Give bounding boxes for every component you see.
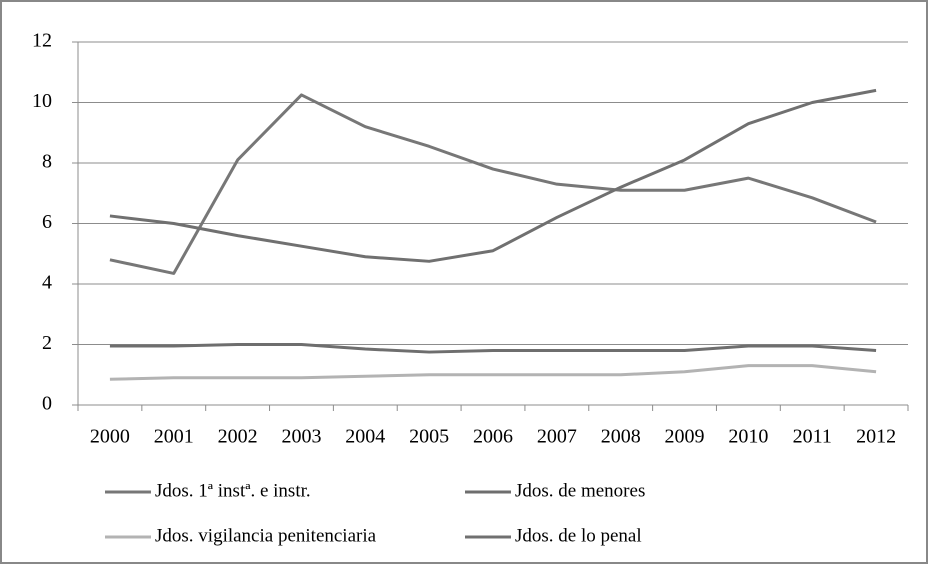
x-tick-label: 2008 — [601, 426, 641, 448]
y-tick-label: 0 — [42, 393, 52, 415]
legend-label: Jdos. vigilancia penitenciaria — [155, 525, 377, 546]
x-tick-label: 2000 — [90, 426, 130, 448]
x-tick-label: 2005 — [409, 426, 449, 448]
y-tick-label: 4 — [42, 272, 52, 294]
legend-label: Jdos. de menores — [515, 480, 645, 501]
series-line — [109, 343, 877, 354]
x-tick-label: 2011 — [793, 426, 832, 448]
series-line — [109, 364, 877, 381]
x-tick-label: 2001 — [154, 426, 194, 448]
x-tick-label: 2004 — [345, 426, 385, 448]
legend-label: Jdos. de lo penal — [515, 525, 642, 546]
y-tick-label: 10 — [32, 90, 52, 112]
x-tick-label: 2010 — [728, 426, 768, 448]
y-tick-label: 2 — [42, 332, 52, 354]
y-tick-label: 12 — [32, 30, 52, 52]
x-tick-label: 2009 — [665, 426, 705, 448]
series-line — [109, 88, 877, 263]
x-tick-label: 2012 — [856, 426, 896, 448]
y-tick-label: 8 — [42, 151, 52, 173]
y-tick-label: 6 — [42, 211, 52, 233]
x-tick-label: 2002 — [218, 426, 258, 448]
x-tick-label: 2007 — [537, 426, 577, 448]
legend-label: Jdos. 1ª instª. e instr. — [155, 480, 311, 501]
series-line — [109, 93, 877, 275]
x-tick-label: 2006 — [473, 426, 513, 448]
x-tick-label: 2003 — [281, 426, 321, 448]
